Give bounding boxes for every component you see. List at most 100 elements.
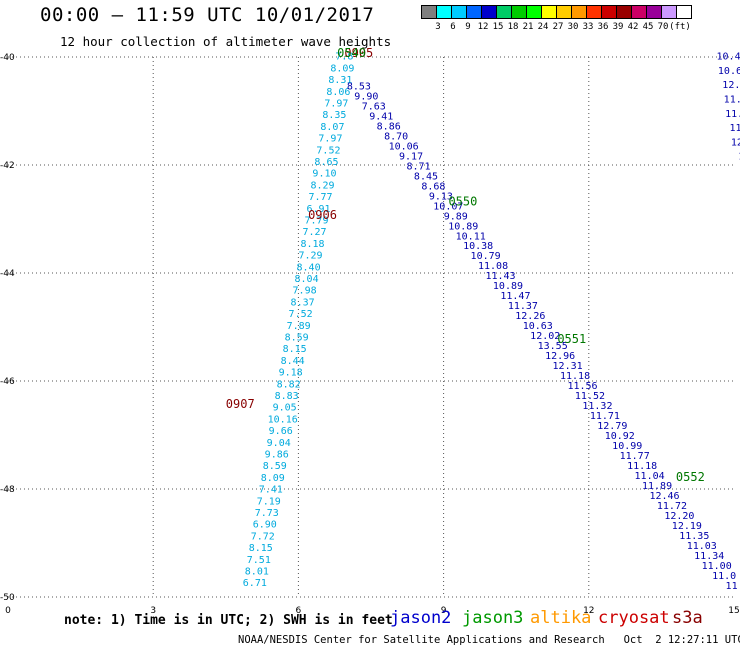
swh-value-label: 10.60 <box>718 66 740 77</box>
color-scale-bar <box>421 5 692 19</box>
color-scale-label: 6 <box>450 22 456 32</box>
swh-value-label: 11.18 <box>560 371 590 382</box>
swh-value-label: 11.52 <box>575 391 605 402</box>
swh-value-label: 8.09 <box>330 63 354 74</box>
swh-value-label: 8.15 <box>283 344 307 355</box>
swh-value-label: 12.96 <box>545 351 575 362</box>
swh-value-label: 12.26 <box>515 311 545 322</box>
swh-value-label: 10.92 <box>605 431 635 442</box>
swh-value-label: 12.02 <box>530 331 560 342</box>
swh-value-label: 12.19 <box>672 521 702 532</box>
color-scale-swatch <box>676 5 692 19</box>
swh-value-label: 7.27 <box>302 227 326 238</box>
color-scale-label: 9 <box>465 22 471 32</box>
map-subtitle: 12 hour collection of altimeter wave hei… <box>60 34 392 49</box>
swh-value-label: 11.47 <box>500 291 530 302</box>
x-tick-label: 0 <box>5 606 11 616</box>
swh-value-label: 10.79 <box>471 251 501 262</box>
swh-value-label: 7.73 <box>255 508 279 519</box>
swh-value-label: 11.37 <box>508 301 538 312</box>
swh-value-label: 7.63 <box>362 101 386 112</box>
swh-value-label: 12.79 <box>597 421 627 432</box>
swh-value-label: 8.86 <box>377 121 401 132</box>
swh-value-label: 9.18 <box>279 368 303 379</box>
swh-value-label: 11.32 <box>582 401 612 412</box>
x-tick-label: 3 <box>150 606 156 616</box>
swh-value-label: 8.53 <box>347 81 371 92</box>
satellite-legend-altika: altika <box>530 608 592 628</box>
swh-value-label: 7.41 <box>259 485 283 496</box>
swh-value-label: 8.45 <box>414 171 438 182</box>
swh-value-label: 8.18 <box>300 239 324 250</box>
swh-value-label: 8.29 <box>310 180 334 191</box>
color-scale-label: 45 <box>642 22 654 32</box>
swh-value-label: 11.18 <box>627 461 657 472</box>
swh-value-label: 12.31 <box>553 361 583 372</box>
swh-value-label: 7.8 <box>335 52 353 63</box>
y-tick-label: -48 <box>0 485 15 495</box>
orbit-number-label: 0551 <box>557 332 586 346</box>
swh-value-label: 9.05 <box>273 403 297 414</box>
swh-value-label: 8.07 <box>320 122 344 133</box>
swh-value-label: 1 <box>738 152 740 163</box>
color-scale-label: 12 <box>477 22 489 32</box>
swh-value-label: 12.4 <box>722 80 740 91</box>
swh-value-label: 8.09 <box>261 473 285 484</box>
swh-value-label: 9.13 <box>429 191 453 202</box>
swh-value-label: 7.29 <box>299 251 323 262</box>
y-tick-label: -46 <box>0 377 15 387</box>
y-tick-label: -42 <box>0 161 15 171</box>
swh-value-label: 10.89 <box>448 221 478 232</box>
swh-value-label: 9.66 <box>269 426 293 437</box>
swh-value-label: 8.59 <box>285 333 309 344</box>
color-scale-label: 39 <box>612 22 624 32</box>
orbit-number-label: 0550 <box>448 195 477 209</box>
swh-value-label: 6.90 <box>253 520 277 531</box>
x-tick-label: 9 <box>441 606 447 616</box>
swh-value-label: 11.08 <box>478 261 508 272</box>
color-scale-label: 15 <box>492 22 504 32</box>
x-tick-label: 12 <box>583 606 594 616</box>
swh-value-label: 7.98 <box>293 286 317 297</box>
swh-value-label: 11.03 <box>687 541 717 552</box>
swh-value-label: 11.71 <box>590 411 620 422</box>
orbit-number-label: 0906 <box>308 208 337 222</box>
swh-value-label: 11.34 <box>694 551 724 562</box>
x-tick-label: 15 <box>728 606 739 616</box>
color-scale-label: 24 <box>537 22 549 32</box>
swh-value-label: 8.82 <box>277 379 301 390</box>
y-tick-label: -40 <box>0 53 15 63</box>
swh-value-label: 11. <box>729 123 740 134</box>
swh-value-label: 8.71 <box>406 161 430 172</box>
swh-value-label: 12. <box>731 137 740 148</box>
color-scale-label: 30 <box>567 22 579 32</box>
color-scale-label: 70 <box>657 22 669 32</box>
swh-value-label: 8.06 <box>326 87 350 98</box>
satellite-legend-s3a: s3a <box>672 608 703 628</box>
swh-value-label: 11.89 <box>642 481 672 492</box>
swh-value-label: 8.31 <box>328 75 352 86</box>
swh-value-label: 6.91 <box>306 204 330 215</box>
orbit-number-label: 0549 <box>337 46 366 60</box>
swh-value-label: 11.72 <box>657 501 687 512</box>
swh-value-label: 10.16 <box>268 414 298 425</box>
swh-value-label: 9.90 <box>354 91 378 102</box>
swh-value-label: 10.06 <box>389 141 419 152</box>
color-scale-label: 36 <box>597 22 609 32</box>
orbit-number-label: 0552 <box>676 470 705 484</box>
satellite-legend-jason2: jason2 <box>390 608 452 628</box>
swh-value-label: 7.52 <box>289 309 313 320</box>
swh-value-label: 11.5 <box>724 95 740 106</box>
y-tick-label: -50 <box>0 593 15 603</box>
swh-value-label: 9.89 <box>444 211 468 222</box>
footnote: note: 1) Time is in UTC; 2) SWH is in fe… <box>64 613 393 628</box>
swh-value-label: 7.97 <box>318 134 342 145</box>
swh-value-label: 9.86 <box>265 450 289 461</box>
swh-value-label: 8.01 <box>245 567 269 578</box>
swh-value-label: 11.56 <box>567 381 597 392</box>
color-scale-label: 18 <box>507 22 519 32</box>
x-tick-label: 6 <box>296 606 302 616</box>
swh-value-label: 7.89 <box>287 321 311 332</box>
swh-value-label: 10.63 <box>523 321 553 332</box>
